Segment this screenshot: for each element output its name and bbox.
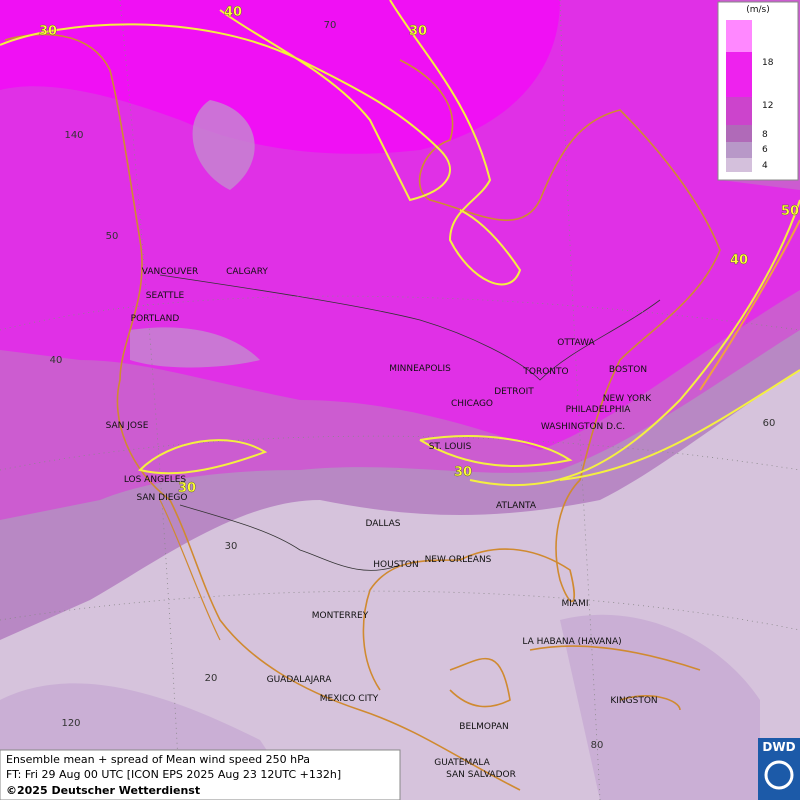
city-label: MEXICO CITY xyxy=(320,694,379,704)
legend-unit: (m/s) xyxy=(746,5,770,15)
legend-level: 6 xyxy=(762,145,768,155)
city-label: OTTAWA xyxy=(557,338,595,348)
legend-swatch xyxy=(726,52,752,97)
graticule-label: 20 xyxy=(205,673,218,684)
city-label: NEW YORK xyxy=(603,394,653,404)
legend-swatch xyxy=(726,20,752,52)
graticule-label: 50 xyxy=(106,231,119,242)
wind-field-patch xyxy=(130,100,260,368)
logo-box xyxy=(758,738,800,800)
border xyxy=(159,274,661,571)
footer-line: ©2025 Deutscher Wetterdienst xyxy=(6,784,200,797)
city-label: HOUSTON xyxy=(373,560,418,570)
graticule-label: 70 xyxy=(324,20,337,31)
graticule-label: 30 xyxy=(225,541,238,552)
legend: (m/s) 18 12 8 6 4 xyxy=(717,1,799,181)
contour-label: 30 xyxy=(178,481,196,496)
contour-label: 30 xyxy=(39,24,57,39)
legend-level: 12 xyxy=(762,101,773,111)
legend-level: 4 xyxy=(762,161,768,171)
graticule-label: 60 xyxy=(763,418,776,429)
city-label: ATLANTA xyxy=(496,501,537,511)
city-label: BELMOPAN xyxy=(459,722,508,732)
city-label: MIAMI xyxy=(562,599,589,609)
city-label: SAN SALVADOR xyxy=(446,770,516,780)
city-label: LOS ANGELES xyxy=(124,475,187,485)
city-label: PORTLAND xyxy=(131,314,180,324)
city-label: CHICAGO xyxy=(451,399,493,409)
footer-line: FT: Fri 29 Aug 00 UTC [ICON EPS 2025 Aug… xyxy=(6,768,341,781)
legend-swatch xyxy=(726,142,752,158)
coastline xyxy=(4,33,721,791)
city-label: PHILADELPHIA xyxy=(566,405,632,415)
city-label: DALLAS xyxy=(365,519,400,529)
city-label: MINNEAPOLIS xyxy=(389,364,451,374)
city-label: NEW ORLEANS xyxy=(425,555,492,565)
legend-level: 18 xyxy=(762,58,774,68)
city-label: LA HABANA (HAVANA) xyxy=(522,637,621,647)
city-label: VANCOUVER xyxy=(142,267,199,277)
logo-text: DWD xyxy=(762,740,795,754)
graticule-label: 40 xyxy=(50,355,63,366)
graticule-label: 80 xyxy=(591,740,604,751)
city-label: WASHINGTON D.C. xyxy=(541,422,625,432)
logo-mark xyxy=(764,760,794,790)
city-label: SAN DIEGO xyxy=(137,493,188,503)
city-label: KINGSTON xyxy=(610,696,657,706)
contour-label: 50 xyxy=(781,204,799,219)
city-label: TORONTO xyxy=(522,367,568,377)
isotach-contour xyxy=(699,219,800,391)
city-label: ST. LOUIS xyxy=(429,442,472,452)
graticule-label: 140 xyxy=(64,130,83,141)
city-label: BOSTON xyxy=(609,365,647,375)
legend-swatch xyxy=(726,158,752,172)
contour-label: 40 xyxy=(730,253,748,268)
footer-box xyxy=(0,749,401,800)
footer-line: Ensemble mean + spread of Mean wind spee… xyxy=(6,753,310,766)
city-label: GUADALAJARA xyxy=(267,675,333,685)
city-label: SAN JOSE xyxy=(106,421,149,431)
city-label: GUATEMALA xyxy=(434,758,490,768)
isotach-contour xyxy=(0,0,800,487)
legend-swatch xyxy=(726,125,752,142)
graticule-label: 120 xyxy=(61,718,80,729)
legend-swatch xyxy=(726,97,752,125)
contour-label: 30 xyxy=(454,465,472,480)
footer: Ensemble mean + spread of Mean wind spee… xyxy=(0,749,401,800)
city-label: DETROIT xyxy=(494,387,534,397)
city-label: CALGARY xyxy=(226,267,268,277)
wind-field-max xyxy=(0,0,560,154)
city-label: SEATTLE xyxy=(146,291,185,301)
contour-label: 40 xyxy=(224,5,242,20)
contour-label: 30 xyxy=(409,24,427,39)
legend-level: 8 xyxy=(762,130,768,140)
logo: DWD xyxy=(758,738,800,800)
city-label: MONTERREY xyxy=(312,611,369,621)
